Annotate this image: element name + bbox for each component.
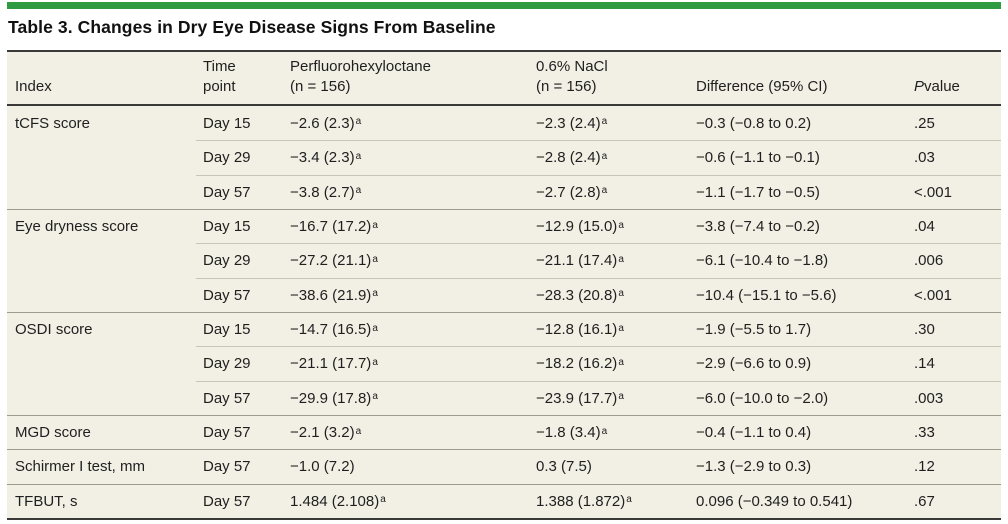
cell-time-point: Day 15 xyxy=(196,208,283,243)
cell-nacl: −12.8 (16.1) a xyxy=(529,311,689,346)
cell-difference: −3.8 (−7.4 to −0.2) xyxy=(689,208,907,243)
cell-time-point: Day 57 xyxy=(196,380,283,415)
column-header-time-point: Time point xyxy=(203,58,236,96)
cell-perfluorohexyloctane: −29.9 (17.8) a xyxy=(283,380,529,415)
column-header-perfluorohexyloctane: Perfluorohexyloctane (n = 156) xyxy=(290,58,431,96)
column-header-nacl: 0.6% NaCl (n = 156) xyxy=(536,58,608,96)
cell-p-value: .14 xyxy=(907,346,1001,380)
cell-p-value: .33 xyxy=(907,414,1001,449)
table-row: Day 29 −27.2 (21.1) a −21.1 (17.4) a −6.1 (−1… xyxy=(7,243,1001,277)
cell-difference: −0.3 (−0.8 to 0.2) xyxy=(696,114,812,132)
table-row: Day 29 −21.1 (17.7) a −18.2 (16.2) a −2.9 (−6… xyxy=(7,346,1001,380)
cell-perfluorohexyloctane: −3.8 (2.7) a xyxy=(283,174,529,209)
cell-index xyxy=(7,346,196,380)
cell-p-value: .12 xyxy=(907,449,1001,483)
cell-time-point: Day 57 xyxy=(196,483,283,518)
cell-perfluorohexyloctane: −1.0 (7.2) xyxy=(283,449,529,483)
cell-time-point: Day 15 xyxy=(203,114,251,132)
cell-index xyxy=(7,140,196,174)
cell-time-point: Day 57 xyxy=(196,414,283,449)
cell-index xyxy=(7,175,196,209)
cell-p-value: .67 xyxy=(907,483,1001,518)
cell-nacl: −2.3 (2.4) a xyxy=(536,114,608,132)
cell-perfluorohexyloctane: −16.7 (17.2) a xyxy=(283,208,529,243)
table-header-row: Index Time point Perfluorohexyloctane (n… xyxy=(7,50,1001,106)
cell-difference: −1.1 (−1.7 to −0.5) xyxy=(689,174,907,209)
cell-nacl: −2.8 (2.4) a xyxy=(529,140,689,174)
table-row: Day 29 −3.4 (2.3) a −2.8 (2.4) a −0.6 (−1.1 t… xyxy=(7,140,1001,174)
cell-perfluorohexyloctane: −2.1 (3.2) a xyxy=(283,414,529,449)
cell-difference: −6.1 (−10.4 to −1.8) xyxy=(689,243,907,277)
cell-difference: −1.3 (−2.9 to 0.3) xyxy=(689,449,907,483)
cell-index: OSDI score xyxy=(7,311,196,346)
table-row: TFBUT, s Day 57 1.484 (2.108) a 1.388 (1.872… xyxy=(7,483,1001,518)
cell-index: Eye dryness score xyxy=(7,208,196,243)
table-row: Day 57 −29.9 (17.8) a −23.9 (17.7) a −6.0 (−1… xyxy=(7,380,1001,415)
cell-p-value: .30 xyxy=(907,311,1001,346)
cell-nacl: 0.3 (7.5) xyxy=(529,449,689,483)
cell-perfluorohexyloctane: −3.4 (2.3) a xyxy=(283,140,529,174)
column-header-index: Index xyxy=(15,78,52,96)
cell-index: MGD score xyxy=(7,414,196,449)
cell-p-value: <.001 xyxy=(907,174,1001,209)
table-title: Table 3. Changes in Dry Eye Disease Sign… xyxy=(8,17,496,37)
cell-p-value: .003 xyxy=(907,380,1001,415)
cell-perfluorohexyloctane: −38.6 (21.9) a xyxy=(283,277,529,312)
data-table: Index Time point Perfluorohexyloctane (n… xyxy=(7,50,1001,520)
table-body: tCFS score Day 15 −2.6 (2.3) a −2.3 (2.4) a −0… xyxy=(7,106,1001,520)
cell-perfluorohexyloctane: 1.484 (2.108) a xyxy=(283,483,529,518)
cell-nacl: −28.3 (20.8) a xyxy=(529,277,689,312)
cell-time-point: Day 15 xyxy=(196,311,283,346)
cell-perfluorohexyloctane: −14.7 (16.5) a xyxy=(283,311,529,346)
cell-difference: −2.9 (−6.6 to 0.9) xyxy=(689,346,907,380)
cell-nacl: −21.1 (17.4) a xyxy=(529,243,689,277)
cell-nacl: −1.8 (3.4) a xyxy=(529,414,689,449)
cell-p-value: <.001 xyxy=(907,277,1001,312)
cell-time-point: Day 57 xyxy=(196,277,283,312)
cell-nacl: −18.2 (16.2) a xyxy=(529,346,689,380)
table-row: Eye dryness score Day 15 −16.7 (17.2) a −12.… xyxy=(7,208,1001,243)
cell-p-value: .03 xyxy=(907,140,1001,174)
column-header-p-value: P value xyxy=(907,52,1001,104)
cell-index xyxy=(7,278,196,312)
table-row: tCFS score Day 15 −2.6 (2.3) a −2.3 (2.4) a −0… xyxy=(7,106,1001,140)
p-value-rest: value xyxy=(924,78,960,96)
table-row: Day 57 −3.8 (2.7) a −2.7 (2.8) a −1.1 (−1.7 t… xyxy=(7,174,1001,209)
table-row: Schirmer I test, mm Day 57 −1.0 (7.2) 0.3 (… xyxy=(7,449,1001,483)
cell-index xyxy=(7,243,196,277)
cell-nacl: 1.388 (1.872) a xyxy=(529,483,689,518)
cell-difference: −10.4 (−15.1 to −5.6) xyxy=(689,277,907,312)
cell-p-value: .04 xyxy=(907,208,1001,243)
cell-time-point: Day 29 xyxy=(196,140,283,174)
cell-index: tCFS score xyxy=(15,114,91,132)
cell-nacl: −2.7 (2.8) a xyxy=(529,174,689,209)
table-row: OSDI score Day 15 −14.7 (16.5) a −12.8 (16.1… xyxy=(7,311,1001,346)
cell-index: Schirmer I test, mm xyxy=(7,449,196,483)
column-header-difference: Difference (95% CI) xyxy=(696,78,828,96)
cell-difference: 0.096 (−0.349 to 0.541) xyxy=(689,483,907,518)
table-row: MGD score Day 57 −2.1 (3.2) a −1.8 (3.4) a −0.… xyxy=(7,414,1001,449)
cell-difference: −1.9 (−5.5 to 1.7) xyxy=(689,311,907,346)
cell-p-value: .25 xyxy=(914,114,935,132)
cell-index: TFBUT, s xyxy=(7,483,196,518)
cell-nacl: −12.9 (15.0) a xyxy=(529,208,689,243)
cell-p-value: .006 xyxy=(907,243,1001,277)
cell-perfluorohexyloctane: −2.6 (2.3) a xyxy=(290,114,362,132)
cell-nacl: −23.9 (17.7) a xyxy=(529,380,689,415)
cell-index xyxy=(7,381,196,415)
cell-time-point: Day 57 xyxy=(196,449,283,483)
cell-time-point: Day 57 xyxy=(196,174,283,209)
cell-perfluorohexyloctane: −21.1 (17.7) a xyxy=(283,346,529,380)
cell-perfluorohexyloctane: −27.2 (21.1) a xyxy=(283,243,529,277)
cell-time-point: Day 29 xyxy=(196,243,283,277)
cell-difference: −0.6 (−1.1 to −0.1) xyxy=(689,140,907,174)
p-value-italic: P xyxy=(914,78,925,96)
table-row: Day 57 −38.6 (21.9) a −28.3 (20.8) a −10.4 (−… xyxy=(7,277,1001,312)
cell-time-point: Day 29 xyxy=(196,346,283,380)
cell-difference: −0.4 (−1.1 to 0.4) xyxy=(689,414,907,449)
accent-bar xyxy=(7,2,1001,9)
cell-difference: −6.0 (−10.0 to −2.0) xyxy=(689,380,907,415)
